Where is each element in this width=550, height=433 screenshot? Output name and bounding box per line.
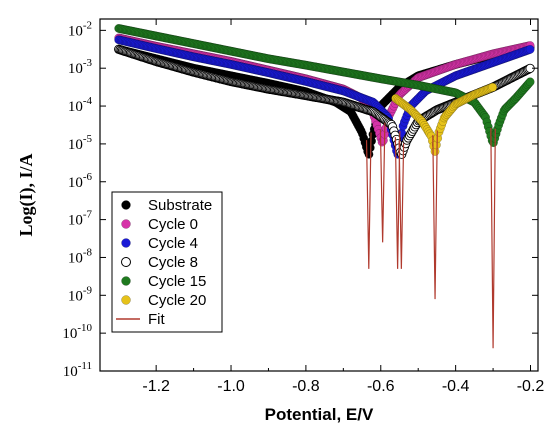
y-tick-label: 10-4 <box>68 95 93 115</box>
x-tick-label: -0.4 <box>442 378 470 395</box>
legend-label: Cycle 8 <box>148 254 198 271</box>
y-tick-label: 10-9 <box>68 284 93 304</box>
series-layer <box>114 24 535 159</box>
legend-label: Substrate <box>148 197 212 214</box>
fit-line <box>490 128 496 349</box>
x-tick-label: -1.0 <box>217 378 245 395</box>
plot-frame <box>99 18 539 372</box>
legend: Substrate Cycle 0 Cycle 4 Cycle 8 Cycle 15 Cy… <box>111 191 223 333</box>
legend-marker <box>121 257 131 267</box>
legend-label: Fit <box>148 311 165 328</box>
legend-label: Cycle 20 <box>148 292 206 309</box>
legend-label: Cycle 0 <box>148 216 198 233</box>
axes-layer: -1.2 -1.0 -0.8 -0.6 -0.4 -0.2 10-2 10-3 10-4 10-5… <box>62 19 544 395</box>
y-tick-label: 10-3 <box>68 57 93 77</box>
x-axis-label: Potential, E/V <box>265 405 374 424</box>
y-tick-label: 10-10 <box>62 322 92 342</box>
y-tick-label: 10-6 <box>68 171 93 191</box>
legend-marker <box>121 295 131 305</box>
data-point <box>488 82 498 92</box>
fit-line <box>379 122 386 243</box>
y-tick-label: 10-11 <box>63 360 92 380</box>
y-tick-label: 10-7 <box>68 209 93 229</box>
legend-label: Cycle 15 <box>148 273 206 290</box>
fit-line <box>432 130 438 300</box>
legend-marker <box>121 200 131 210</box>
fit-line <box>365 132 372 269</box>
data-point <box>525 44 535 54</box>
y-tick-label: 10-8 <box>68 246 93 266</box>
data-point <box>525 77 535 87</box>
y-tick-label: 10-2 <box>68 19 92 39</box>
x-tick-label: -0.6 <box>367 378 395 395</box>
x-tick-label: -0.8 <box>292 378 320 395</box>
y-tick-label: 10-5 <box>68 133 93 153</box>
fit-line <box>394 131 401 269</box>
series-cycle-20 <box>391 82 498 156</box>
legend-label: Cycle 4 <box>148 235 198 252</box>
legend-marker <box>121 219 131 229</box>
y-axis-label: Log(I), I/A <box>16 153 37 236</box>
legend-marker <box>121 276 131 286</box>
fit-line <box>398 140 405 269</box>
x-tick-label: -1.2 <box>142 378 170 395</box>
x-tick-label: -0.2 <box>517 378 545 395</box>
legend-marker <box>121 238 131 248</box>
fit-layer <box>365 122 496 349</box>
